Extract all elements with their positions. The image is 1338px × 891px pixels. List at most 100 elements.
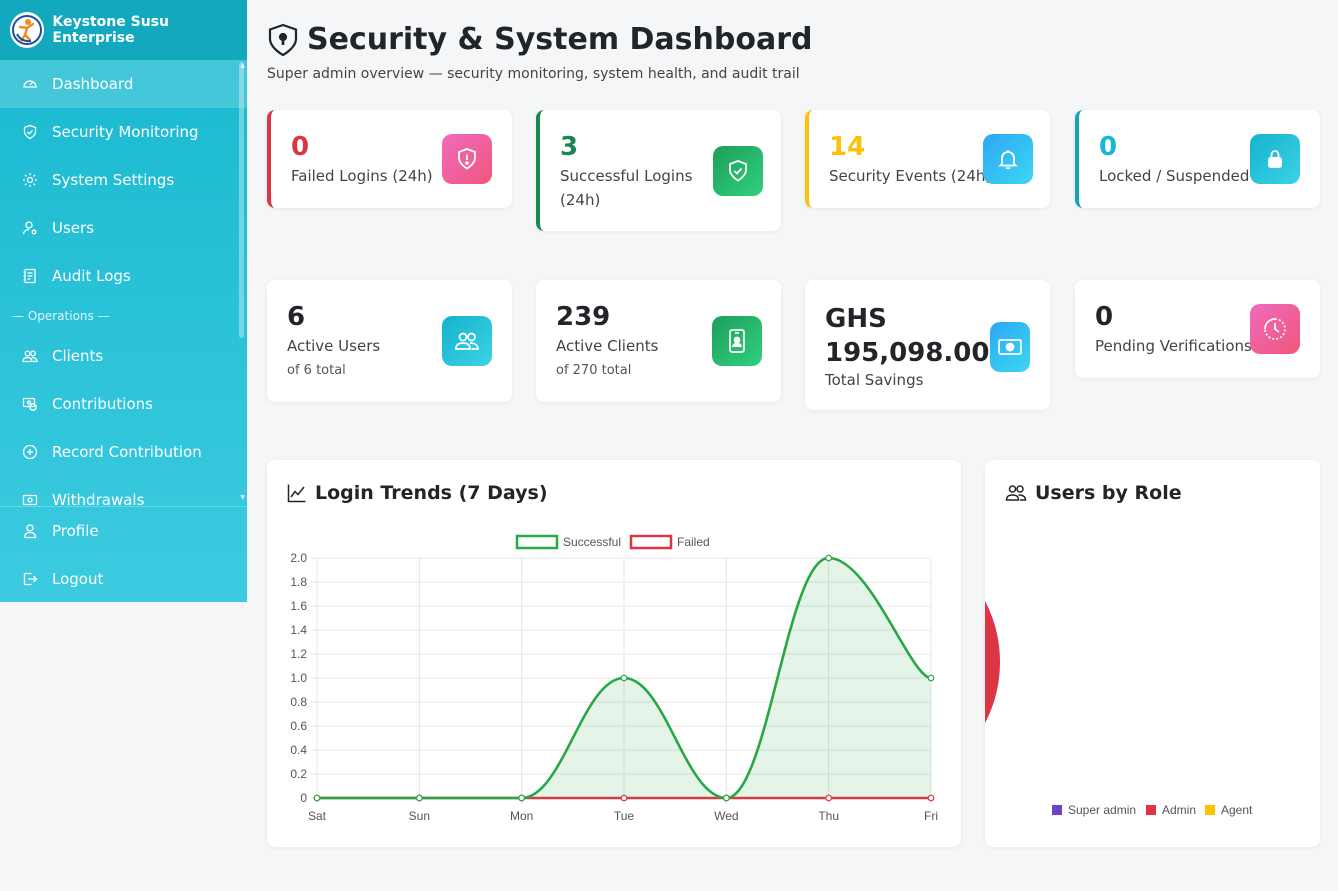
brand-name: Keystone Susu Enterprise [52,14,169,46]
sidebar-item-label: Dashboard [52,75,134,93]
data-point [620,674,628,682]
legend-label: Successful [563,535,621,549]
sidebar-item-label: Clients [52,347,104,365]
y-tick-label: 0 [300,791,307,805]
data-point [825,794,833,802]
legend-swatch [629,534,673,550]
x-tick-label: Tue [614,809,635,823]
sidebar-item-label: Security Monitoring [52,123,199,141]
graph-up-icon [287,483,307,503]
gauge-icon [22,76,38,92]
sidebar-item-label: Withdrawals [52,491,145,506]
stat-label: Active Users [287,337,381,355]
page-title-text: Security & System Dashboard [307,22,813,57]
legend-swatch [515,534,559,550]
wallet-icon [22,492,38,506]
y-tick-label: 0.4 [290,743,307,757]
y-tick-label: 1.8 [290,575,307,589]
stat-card-successful-logins[interactable]: 3 Successful Logins (24h) [536,110,781,231]
sidebar-item-record-contribution[interactable]: Record Contribution [0,428,247,476]
sidebar-item-withdrawals[interactable]: Withdrawals [0,476,247,506]
logout-icon [22,571,38,587]
legend-label: Agent [1221,803,1253,817]
stat-card-locked-suspended[interactable]: 0 Locked / Suspended [1075,110,1320,208]
sidebar-bottom: Profile Logout [0,506,247,603]
stat-sub: of 6 total [287,363,346,378]
sidebar-item-clients[interactable]: Clients [0,332,247,380]
gear-icon [22,172,38,188]
stat-card-security-events[interactable]: 14 Security Events (24h) [805,110,1050,208]
scroll-down-icon[interactable]: ▼ [240,494,245,501]
y-tick-label: 1.6 [290,599,307,613]
sidebar-item-label: Users [52,219,95,237]
stat-value: 0 [1099,132,1118,162]
sidebar-item-profile[interactable]: Profile [0,507,247,555]
journal-icon [22,268,38,284]
sidebar-item-contributions[interactable]: Contributions [0,380,247,428]
sidebar: Keystone Susu Enterprise Dashboard Secur… [0,0,247,602]
stat-value: 0 [291,132,310,162]
data-point [313,794,321,802]
sidebar-item-label: Audit Logs [52,267,131,285]
data-point [927,674,935,682]
data-point [518,794,526,802]
stat-label: Security Events (24h) [829,167,992,185]
x-tick-label: Sun [409,809,430,823]
legend-swatch [1052,805,1062,815]
sidebar-item-label: Profile [52,522,99,540]
shield-lock-icon [267,23,299,57]
users-by-role-panel: Users by Role Super admin Admin Agent [985,460,1320,847]
stat-label: Failed Logins (24h) [291,167,433,185]
y-tick-label: 1.4 [290,623,307,637]
sidebar-item-audit-logs[interactable]: Audit Logs [0,252,247,300]
stat-card-total-savings[interactable]: GHS 195,098.00 Total Savings [805,280,1050,410]
user-gear-icon [22,220,38,236]
x-tick-label: Mon [510,809,533,823]
panel-title-text: Login Trends (7 Days) [315,482,548,504]
panel-title-text: Users by Role [1035,482,1182,504]
stat-value-currency: GHS [825,304,887,334]
brand[interactable]: Keystone Susu Enterprise [0,0,247,60]
stat-label: Locked / Suspended [1099,167,1250,185]
sidebar-item-users[interactable]: Users [0,204,247,252]
shield-check-icon [22,124,38,140]
x-tick-label: Wed [714,809,738,823]
shield-exclamation-icon [442,134,492,184]
sidebar-item-logout[interactable]: Logout [0,555,247,603]
stat-card-pending-verifications[interactable]: 0 Pending Verifications [1075,280,1320,378]
donut-slice-admin [985,596,1002,728]
login-trends-chart: 0 0.2 0.4 0.6 0.8 1.0 1.2 1.4 1.6 1.8 2.0 Sat Sun Mon… [290,534,938,823]
stat-value: 239 [556,302,611,332]
x-tick-label: Sat [308,809,327,823]
stat-card-active-users[interactable]: 6 Active Users of 6 total [267,280,512,402]
sidebar-item-label: Logout [52,570,104,588]
login-trends-panel: Login Trends (7 Days) 0 0.2 0.4 0.6 0.8 1.0 1.… [267,460,961,847]
people-icon [22,348,38,364]
panel-title: Login Trends (7 Days) [287,482,548,504]
scroll-up-icon[interactable]: ▲ [240,62,245,69]
legend-swatch [1205,805,1215,815]
person-icon [22,523,38,539]
stat-card-active-clients[interactable]: 239 Active Clients of 270 total [536,280,781,402]
stat-label: Total Savings [825,371,924,389]
person-badge-icon [712,316,762,366]
legend-label: Admin [1162,803,1196,817]
sidebar-item-system-settings[interactable]: System Settings [0,156,247,204]
legend-label: Super admin [1068,803,1136,817]
data-point [415,794,423,802]
y-tick-label: 1.0 [290,671,307,685]
brand-logo [10,12,45,48]
plus-circle-icon [22,444,38,460]
sidebar-item-security-monitoring[interactable]: Security Monitoring [0,108,247,156]
stat-value: 14 [829,132,866,162]
users-by-role-chart: Super admin Admin Agent [985,596,1253,817]
stat-value: GHS 195,098.00 [825,302,989,370]
sidebar-scrollbar[interactable] [239,62,244,338]
y-tick-label: 0.2 [290,767,307,781]
cash-icon [990,322,1030,372]
stat-card-failed-logins[interactable]: 0 Failed Logins (24h) [267,110,512,208]
stat-label: Successful Logins (24h) [560,167,693,209]
cash-coin-icon [22,396,38,412]
sidebar-item-dashboard[interactable]: Dashboard [0,60,247,108]
legend-swatch [1146,805,1156,815]
